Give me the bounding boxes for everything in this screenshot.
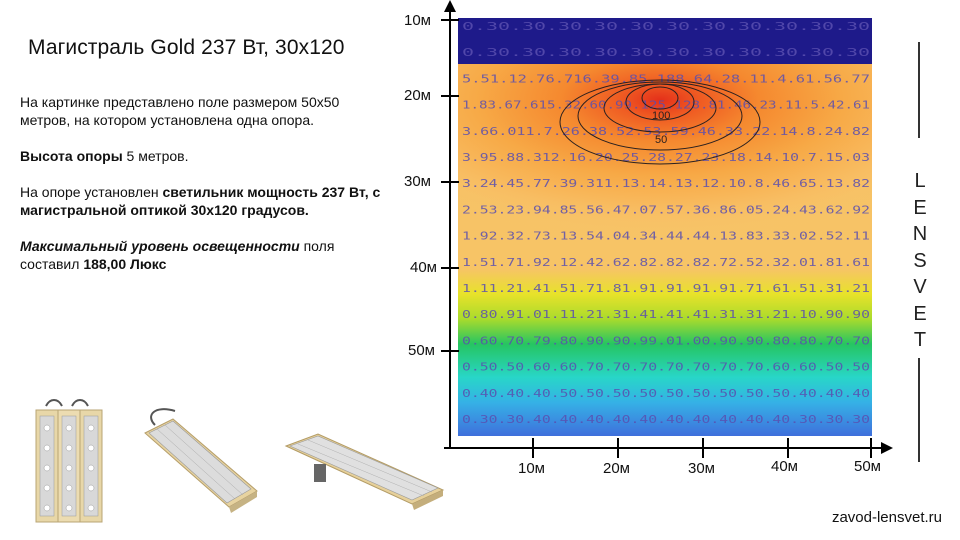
max-lux-value: 188,00 Люкс [83, 256, 167, 272]
lux-value-row: 1.51.71.92.12.42.62.82.82.82.72.52.32.01… [462, 256, 870, 269]
description: На картинке представлено поле размером 5… [20, 93, 392, 291]
max-lux-mid: поля составил [20, 238, 335, 272]
axes [444, 8, 885, 449]
brand-letter: E [913, 196, 927, 219]
lux-value-row: 1.11.21.41.51.71.81.91.91.91.91.71.61.51… [462, 282, 870, 295]
lux-value-row: 1.83.67.615.32.60.99.125.128.81.46.23.11… [462, 99, 870, 112]
brand-letter: E [913, 302, 927, 325]
x-tick-label-20: 20м [603, 460, 630, 477]
luminaire-front-image [35, 399, 103, 523]
description-max-lux: Максимальный уровень освещенности поля с… [20, 237, 392, 273]
brand-letter: T [913, 329, 927, 351]
y-tick-label-50: 50м [408, 342, 435, 359]
lux-value-row: 0.50.50.60.60.70.70.70.70.70.70.70.60.60… [462, 361, 870, 374]
brand-letter: V [913, 276, 927, 298]
lux-value-row: 0.40.40.40.50.50.50.50.50.50.50.50.50.40… [462, 387, 870, 400]
description-luminaire: На опоре установлен светильник мощность … [20, 183, 392, 219]
pole-height-label: Высота опоры [20, 148, 123, 164]
luminaire-angled-image [144, 408, 258, 513]
brand-line-top [918, 42, 920, 138]
x-tick-label-50: 50м [854, 458, 881, 475]
y-tick-label-40: 40м [410, 259, 437, 276]
y-tick-label-10: 10м [404, 12, 431, 29]
x-tick-label-30: 30м [688, 460, 715, 477]
lamp-notch [648, 46, 672, 64]
luminaire-side-image [284, 433, 445, 510]
lux-value-row: 0.30.30.30.30.30.30.30.30.30.30.30 [462, 46, 870, 59]
luminaire-prefix: На опоре установлен [20, 184, 163, 200]
ticks [441, 19, 872, 458]
x-axis-arrow [881, 442, 893, 454]
luminaire-spec: светильник мощность 237 Вт, с магистраль… [20, 184, 381, 218]
description-pole-height: Высота опоры 5 метров. [20, 147, 392, 165]
contour-label-50: 50 [655, 134, 667, 146]
isolux-contours [559, 79, 761, 165]
x-tick-label-10: 10м [518, 460, 545, 477]
lux-value-row: 2.53.23.94.85.56.47.07.57.36.86.05.24.43… [462, 203, 870, 216]
x-tick-label-40: 40м [771, 458, 798, 475]
lux-value-row: 1.92.32.73.13.54.04.34.44.44.13.83.33.02… [462, 230, 870, 243]
contour-3 [577, 81, 743, 151]
lux-value-row: 0.80.91.01.11.21.31.41.41.41.31.31.21.10… [462, 308, 870, 321]
pole-height-value: 5 метров. [122, 148, 189, 164]
y-tick-label-20: 20м [404, 87, 431, 104]
max-lux-label: Максимальный уровень освещенности [20, 238, 300, 254]
lux-value-row: 3.24.45.77.39.311.13.14.13.12.10.8.46.65… [462, 177, 870, 190]
brand-letter: S [913, 249, 927, 272]
contour-100 [603, 83, 717, 133]
footer-website[interactable]: zavod-lensvet.ru [831, 509, 942, 526]
y-axis-arrow [444, 0, 456, 12]
contour-label-100: 100 [652, 110, 670, 122]
lux-value-row: 0.30.30.40.40.40.40.40.40.40.40.40.40.30… [462, 413, 870, 426]
lux-value-row: 5.51.12.76.716.39.85.188.64.28.11.4.61.5… [462, 72, 870, 85]
brand-line-bottom [918, 358, 920, 462]
lux-values: 0.30.30.30.30.30.30.30.30.30.30.30 0.30.3… [462, 20, 870, 426]
brand-vertical: L E N S V E T [910, 168, 930, 354]
description-field-size: На картинке представлено поле размером 5… [20, 94, 340, 128]
page-title: Магистраль Gold 237 Вт, 30х120 [28, 36, 345, 59]
brand-letter: L [914, 170, 926, 192]
lux-value-row: 0.30.30.30.30.30.30.30.30.30.30.30 [462, 20, 870, 33]
lux-value-row: 0.60.70.79.80.90.90.99.01.00.90.90.80.80… [462, 334, 870, 347]
contour-inner [641, 86, 679, 110]
contour-50 [559, 79, 761, 165]
y-tick-label-30: 30м [404, 173, 431, 190]
brand-letter: N [912, 223, 928, 245]
lux-value-row: 3.95.88.312.16.20.25.28.27.23.18.14.10.7… [462, 151, 870, 164]
